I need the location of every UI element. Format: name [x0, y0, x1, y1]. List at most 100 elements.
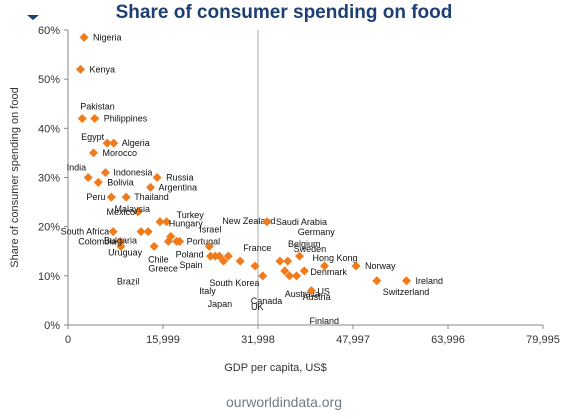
point-label-australia: Australia [285, 289, 320, 299]
scatter-chart: 0% 10% 20% 30% 40% 50% 60% 0 15,999 31,998 47,997 6… [9, 25, 560, 374]
point-label-malaysia: Malaysia [115, 204, 151, 214]
x-axis-label: GDP per capita, US$ [224, 362, 327, 374]
point-norway [351, 261, 361, 271]
point-label-bulgaria: Bulgaria [104, 236, 137, 246]
point-japan [219, 256, 229, 266]
point-nigeria [79, 32, 89, 42]
point-label-finland: Finland [309, 316, 339, 326]
point-denmark [299, 266, 309, 276]
point-label-spain: Spain [179, 260, 202, 270]
point-ireland [401, 276, 411, 286]
point-label-indonesia: Indonesia [113, 168, 152, 178]
point-label-switzerland: Switzerland [383, 287, 430, 297]
point-label-morocco: Morocco [103, 148, 138, 158]
point-australia [280, 266, 290, 276]
point-label-mexico: Mexico [107, 207, 136, 217]
point-label-belgium: Belgium [288, 239, 321, 249]
point-turkey [162, 217, 172, 227]
point-label-austria: Austria [303, 292, 331, 302]
y-tick-label: 30% [38, 173, 60, 185]
y-tick-label: 60% [38, 25, 60, 37]
point-label-russia: Russia [166, 173, 194, 183]
point-label-south-korea: South Korea [209, 278, 259, 288]
point-label-france: France [243, 243, 271, 253]
point-label-new-zealand: New Zealand [222, 216, 275, 226]
y-tick-label: 20% [38, 222, 60, 234]
point-label-egypt: Egypt [81, 132, 105, 142]
point-label-chile: Chile [148, 254, 169, 264]
x-tick-label: 63,996 [431, 334, 465, 346]
point-label-argentina: Argentina [159, 182, 198, 192]
point-argentina [146, 182, 156, 192]
point-label-peru: Peru [86, 192, 105, 202]
x-tick-label: 0 [65, 334, 71, 346]
source-credit: ourworldindata.org [226, 394, 342, 410]
point-label-italy: Italy [199, 286, 216, 296]
x-tick-label: 79,995 [526, 334, 560, 346]
point-label-germany: Germany [298, 227, 336, 237]
point-label-denmark: Denmark [310, 267, 347, 277]
point-label-greece: Greece [148, 263, 178, 273]
point-malaysia [155, 217, 165, 227]
point-uk [250, 261, 260, 271]
point-germany [283, 256, 293, 266]
point-france [235, 256, 245, 266]
point-label-hong-kong: Hong Kong [313, 253, 358, 263]
point-brazil [116, 241, 126, 251]
x-tick-label: 31,998 [241, 334, 275, 346]
point-label-us: US [317, 287, 330, 297]
point-label-canada: Canada [251, 296, 283, 306]
point-philippines [90, 114, 100, 123]
point-russia [152, 173, 162, 182]
point-label-kenya: Kenya [89, 64, 115, 74]
point-new-zealand [223, 251, 233, 261]
point-label-nigeria: Nigeria [93, 32, 122, 42]
point-label-thailand: Thailand [134, 192, 169, 202]
point-hong-kong [320, 261, 330, 271]
point-spain [206, 251, 216, 261]
point-finland [284, 271, 294, 281]
point-egypt [102, 138, 112, 148]
y-tick-label: 40% [38, 123, 60, 135]
chart-title: Share of consumer spending on food [115, 2, 453, 23]
point-south-korea [214, 251, 224, 261]
y-tick-label: 50% [38, 74, 60, 86]
point-label-uk: UK [251, 302, 264, 312]
y-tick-label: 0% [44, 320, 60, 332]
point-sweden [295, 251, 305, 261]
point-label-sweden: Sweden [294, 244, 327, 254]
point-uruguay [143, 227, 153, 237]
point-canada [258, 271, 268, 281]
point-saudi-arabia [262, 217, 272, 227]
point-portugal [172, 236, 182, 246]
point-belgium [275, 256, 285, 266]
flag-marker-icon [27, 15, 39, 20]
point-kenya [75, 64, 85, 74]
point-label-israel: Israel [199, 224, 221, 234]
point-bolivia [93, 177, 103, 187]
y-tick-label: 10% [38, 271, 60, 283]
point-indonesia [100, 168, 110, 178]
point-label-colombia: Colombia [78, 236, 116, 246]
point-peru [106, 192, 116, 202]
point-label-south-africa: South Africa [61, 227, 110, 237]
x-tick-label: 47,997 [336, 334, 370, 346]
point-south-africa [108, 227, 118, 237]
point-greece [163, 236, 173, 246]
point-label-japan: Japan [208, 299, 233, 309]
point-label-brazil: Brazil [117, 276, 140, 286]
point-us [306, 286, 316, 296]
point-label-norway: Norway [365, 261, 396, 271]
point-label-saudi-arabia: Saudi Arabia [276, 217, 327, 227]
point-bulgaria [136, 227, 146, 237]
point-pakistan [77, 114, 87, 123]
point-israel [204, 241, 214, 251]
point-mexico [133, 207, 143, 217]
y-axis-label: Share of consumer spending on food [9, 87, 21, 267]
x-tick-label: 15,999 [146, 334, 180, 346]
point-algeria [109, 138, 119, 148]
point-austria [292, 271, 302, 281]
point-thailand [121, 192, 131, 202]
point-label-pakistan: Pakistan [80, 102, 115, 112]
point-label-uruguay: Uruguay [108, 248, 143, 258]
